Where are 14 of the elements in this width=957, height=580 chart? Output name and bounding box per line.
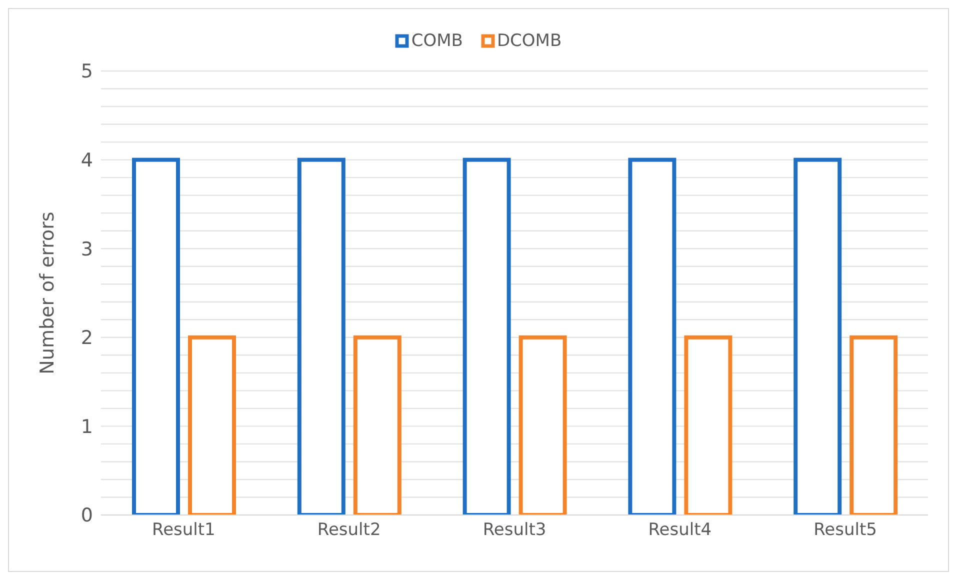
x-tick-label: Result3	[482, 520, 546, 540]
x-tick-label: Result4	[648, 520, 712, 540]
y-tick-label: 3	[80, 238, 93, 260]
x-tick-label: Result1	[152, 520, 216, 540]
legend-label: DCOMB	[496, 31, 562, 51]
y-tick-label: 0	[80, 504, 93, 527]
y-tick-label: 4	[80, 150, 93, 172]
legend-label: COMB	[410, 31, 463, 51]
x-tick-label: Result5	[814, 520, 877, 540]
y-tick-label: 1	[80, 416, 93, 438]
y-tick-label: 5	[80, 60, 93, 83]
y-tick-label: 2	[80, 327, 93, 350]
y-axis-title: Number of errors	[36, 212, 59, 374]
x-tick-label: Result2	[317, 520, 381, 540]
